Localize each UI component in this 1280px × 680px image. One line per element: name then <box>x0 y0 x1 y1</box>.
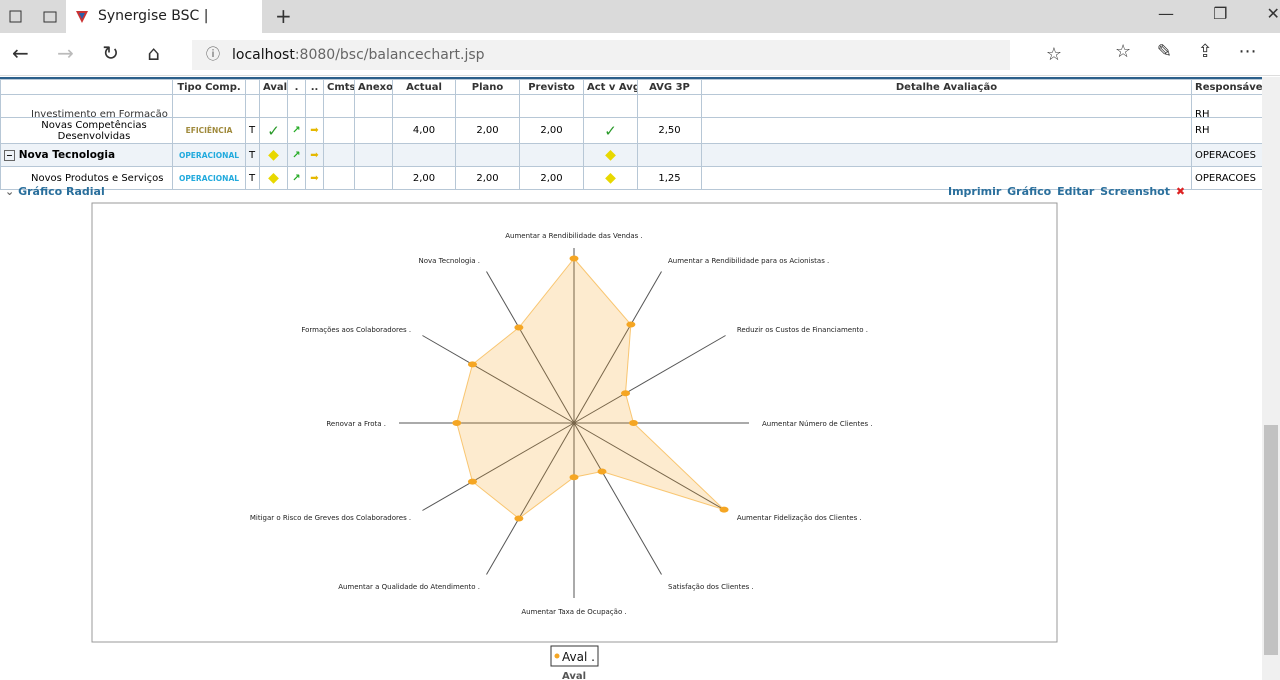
spoke <box>573 422 662 575</box>
kpi-table: Tipo Comp. Aval... Cmts Anexo Actual Plano Pre… <box>0 79 1263 190</box>
spoke <box>486 422 575 575</box>
category-label: Formações aos Colaboradores . <box>301 326 411 334</box>
avg3p: 1,25 <box>637 166 702 190</box>
radar-point <box>569 255 579 262</box>
section-title: Gráfico Radial <box>18 185 105 198</box>
nav-buttons[interactable]: ← → ↻ ⌂ <box>12 41 161 65</box>
spoke <box>422 422 575 511</box>
axis-label: Aval <box>562 671 586 680</box>
favicon <box>76 11 88 23</box>
radar-point <box>467 478 477 485</box>
diamond-icon: ◆ <box>583 143 638 167</box>
previsto: 2,00 <box>519 117 584 144</box>
header-cell: Anexo <box>354 79 393 95</box>
check-icon: ✓ <box>259 117 288 144</box>
responsavel: OPERACOES <box>1191 166 1263 190</box>
t: T <box>245 166 260 190</box>
category-label: Aumentar Taxa de Ocupação . <box>521 608 626 616</box>
avg3p: 2,50 <box>637 117 702 144</box>
tab-icons <box>9 10 57 23</box>
spoke <box>486 271 575 424</box>
diamond-icon: ◆ <box>259 166 288 190</box>
group-name[interactable]: − Nova Tecnologia <box>0 143 173 167</box>
spoke <box>422 335 575 424</box>
spoke <box>573 422 726 511</box>
header-cell: Plano <box>455 79 520 95</box>
radar-point <box>569 474 579 481</box>
category-label: Satisfação dos Clientes . <box>668 583 754 591</box>
radar-point <box>597 468 607 475</box>
spoke <box>573 271 662 424</box>
header-cell: AVG 3P <box>637 79 702 95</box>
link[interactable]: Imprimir Gráfico <box>948 185 1052 198</box>
new-tab[interactable]: + <box>275 4 292 28</box>
scrollbar[interactable] <box>1262 77 1280 680</box>
spoke <box>573 335 726 424</box>
responsavel: OPERACOES <box>1191 143 1263 167</box>
row-name: Investimento em Formação <box>0 94 173 118</box>
legend-label: Aval . <box>562 650 595 664</box>
radar-point <box>621 390 631 397</box>
header-cell: Tipo Comp. <box>172 79 246 95</box>
row: Novos Produtos e Serviços OPERACIONAL T ◆ ↗ ➡… <box>0 166 1263 190</box>
header-cell: Act v Avg <box>583 79 638 95</box>
header-cell <box>245 79 260 95</box>
radar-point <box>514 324 524 331</box>
category-label: Mitigar o Risco de Greves dos Colaborado… <box>250 514 411 522</box>
radar-point <box>626 321 636 328</box>
category-label: Aumentar Número de Clientes . <box>762 420 873 428</box>
radar-point <box>514 515 524 522</box>
diamond-icon: ◆ <box>583 166 638 190</box>
header-row: Tipo Comp. Aval... Cmts Anexo Actual Plano Pre… <box>0 79 1263 95</box>
link[interactable]: Screenshot <box>1100 185 1170 198</box>
address-bar[interactable]: ⓘ localhost:8080/bsc/balancechart.jsp ☆ <box>192 40 1062 70</box>
radar-point <box>629 420 638 426</box>
row: Novas Competências Desenvolvidas EFICIÊNC… <box>0 117 1263 144</box>
type: EFICIÊNCIA <box>172 117 246 144</box>
window-controls[interactable]: — ❐ ✕ <box>1158 4 1280 23</box>
link[interactable]: Editar <box>1057 185 1095 198</box>
type: OPERACIONAL <box>172 166 246 190</box>
radar-point <box>452 420 462 426</box>
legend-box <box>550 645 599 667</box>
category-label: Aumentar a Rendibilidade para os Acionis… <box>668 257 829 265</box>
section-header[interactable]: ⌄ Gráfico Radial <box>5 185 105 198</box>
header-cell <box>0 79 173 95</box>
category-label: Aumentar a Qualidade do Atendimento . <box>338 583 480 591</box>
check-icon: ✓ <box>583 117 638 144</box>
header-cell: Aval <box>259 79 288 95</box>
toolbar-icons[interactable]: ☆ ✎ ⇪ ⋯ <box>1115 41 1257 62</box>
plano: 2,00 <box>455 166 520 190</box>
group-label: Nova Tecnologia <box>18 149 116 161</box>
category-label: Renovar a Frota . <box>326 420 386 428</box>
category-label: Reduzir os Custos de Financiamento . <box>737 326 868 334</box>
header-cell: Actual <box>392 79 456 95</box>
chart-actions: Imprimir Gráfico Editar Screenshot ✖ <box>948 185 1185 198</box>
table-top-border <box>0 77 1262 80</box>
header-cell: Detalhe Avaliação <box>701 79 1192 95</box>
close-icon[interactable]: ✖ <box>1175 185 1186 198</box>
type: OPERACIONAL <box>172 143 246 167</box>
category-label: Aumentar Fidelização dos Clientes . <box>737 514 862 522</box>
category-label: Aumentar a Rendibilidade das Vendas . <box>505 232 643 240</box>
clipped-row: Investimento em Formação RH <box>0 94 1263 118</box>
url-path: :8080/bsc/balancechart.jsp <box>294 47 485 63</box>
url-host: localhost <box>232 47 295 63</box>
radar-point <box>467 361 477 368</box>
radar-point <box>719 506 729 513</box>
actual: 4,00 <box>392 117 456 144</box>
header-cell: Cmts <box>323 79 355 95</box>
legend-swatch <box>554 653 560 659</box>
category-label: Nova Tecnologia . <box>419 257 481 265</box>
